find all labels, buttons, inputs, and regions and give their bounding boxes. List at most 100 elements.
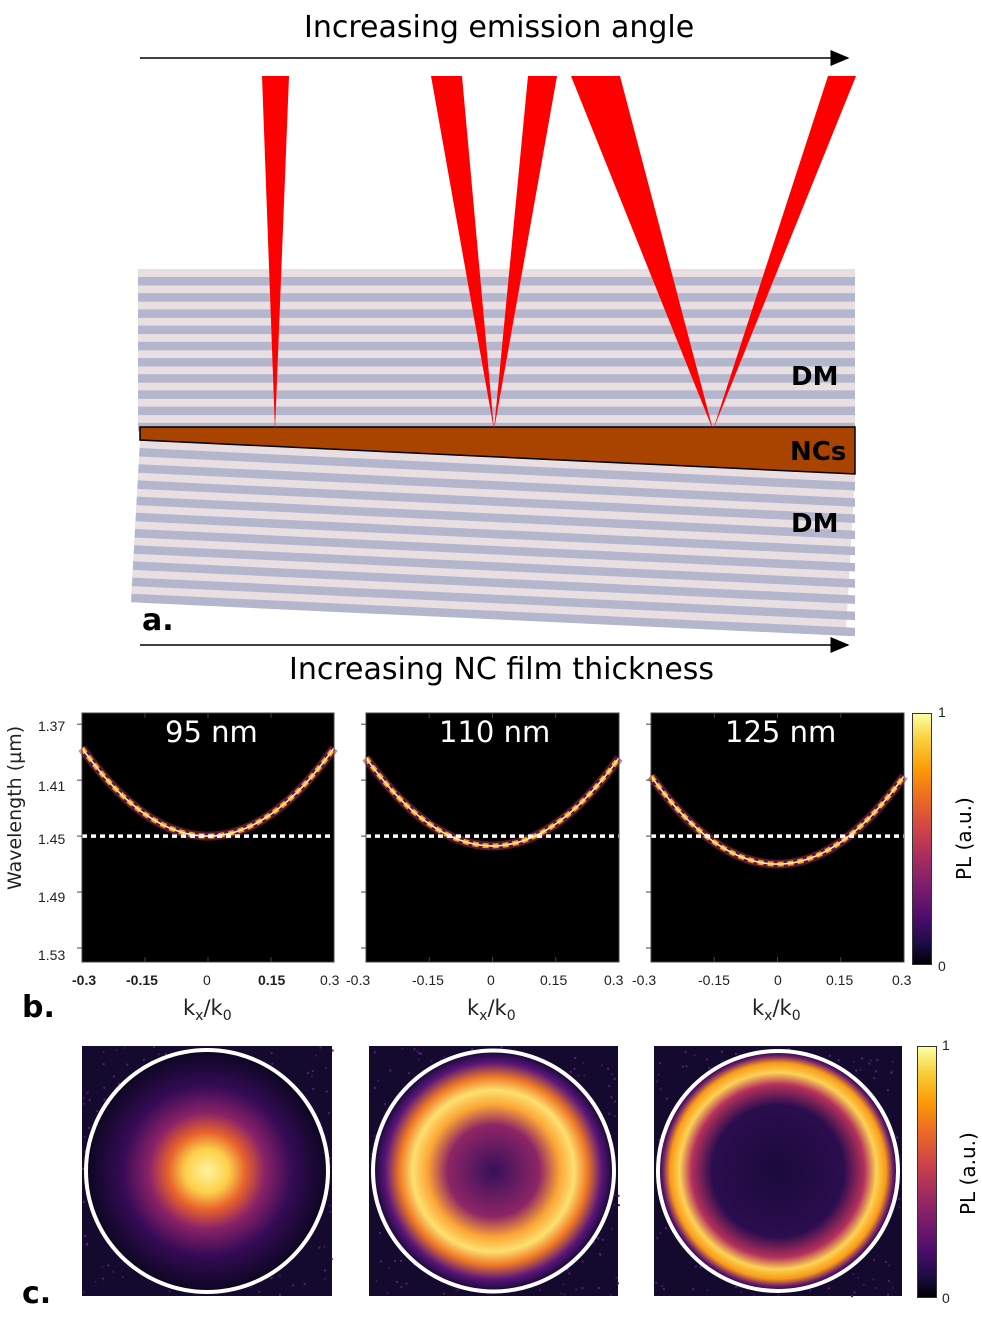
noise-speckle bbox=[375, 1280, 378, 1283]
noise-speckle bbox=[809, 1289, 812, 1292]
ytick: 1.41 bbox=[38, 778, 66, 794]
xtick: 0 bbox=[774, 972, 782, 988]
mirror-stripe bbox=[138, 341, 855, 351]
noise-speckle bbox=[827, 1287, 830, 1290]
noise-speckle bbox=[657, 1073, 660, 1076]
mirror-stripe bbox=[134, 529, 855, 572]
noise-speckle bbox=[692, 1288, 695, 1291]
noise-speckle bbox=[324, 1277, 327, 1280]
noise-speckle bbox=[312, 1087, 315, 1090]
noise-speckle bbox=[83, 1150, 86, 1153]
noise-speckle bbox=[539, 1288, 542, 1291]
noise-speckle bbox=[413, 1263, 416, 1266]
noise-speckle bbox=[613, 1100, 616, 1103]
noise-speckle bbox=[84, 1235, 87, 1238]
noise-speckle bbox=[378, 1232, 381, 1235]
noise-speckle bbox=[599, 1253, 602, 1256]
noise-speckle bbox=[373, 1135, 376, 1138]
noise-speckle bbox=[408, 1072, 411, 1075]
noise-speckle bbox=[103, 1086, 106, 1089]
noise-speckle bbox=[739, 1291, 742, 1294]
real-space-image-2 bbox=[369, 1046, 620, 1296]
noise-speckle bbox=[442, 1292, 445, 1295]
noise-speckle bbox=[152, 1046, 155, 1049]
mirror-stripe bbox=[138, 374, 855, 383]
noise-speckle bbox=[400, 1286, 403, 1289]
noise-speckle bbox=[456, 1288, 459, 1291]
dispersion-panels bbox=[77, 712, 908, 963]
noise-speckle bbox=[83, 1135, 86, 1138]
xtick: -0.3 bbox=[346, 972, 371, 988]
mirror-stripe bbox=[138, 325, 855, 335]
real-space-image-3 bbox=[654, 1046, 902, 1298]
ncs-label: NCs bbox=[790, 437, 847, 467]
noise-speckle bbox=[115, 1049, 118, 1052]
xtick: -0.15 bbox=[698, 972, 730, 988]
beam-1-normal bbox=[262, 76, 289, 430]
noise-speckle bbox=[873, 1077, 876, 1080]
emission-pattern bbox=[373, 1050, 614, 1292]
emission-pattern bbox=[86, 1050, 328, 1292]
noise-speckle bbox=[720, 1050, 723, 1053]
xtick: 0.3 bbox=[604, 972, 624, 988]
noise-speckle bbox=[708, 1067, 711, 1070]
noise-speckle bbox=[329, 1165, 332, 1168]
noise-speckle bbox=[655, 1080, 658, 1083]
ytick: 1.37 bbox=[38, 718, 66, 734]
noise-speckle bbox=[386, 1292, 389, 1295]
noise-speckle bbox=[401, 1047, 404, 1050]
noise-speckle bbox=[88, 1126, 91, 1129]
ytick: 1.53 bbox=[38, 947, 66, 963]
xtick: -0.3 bbox=[632, 972, 657, 988]
mirror-stripe bbox=[139, 448, 855, 491]
noise-speckle bbox=[610, 1227, 613, 1230]
noise-speckle bbox=[86, 1091, 89, 1094]
noise-speckle bbox=[617, 1204, 620, 1207]
noise-speckle bbox=[891, 1286, 894, 1289]
xtick: 0 bbox=[203, 972, 211, 988]
noise-speckle bbox=[112, 1075, 115, 1078]
noise-speckle bbox=[884, 1261, 887, 1264]
ytick: 1.45 bbox=[38, 831, 66, 847]
mirror-stripe bbox=[131, 577, 856, 621]
noise-speckle bbox=[582, 1061, 585, 1064]
noise-speckle bbox=[898, 1197, 901, 1200]
noise-speckle bbox=[399, 1259, 402, 1262]
noise-speckle bbox=[310, 1075, 313, 1078]
noise-speckle bbox=[278, 1293, 281, 1296]
noise-speckle bbox=[706, 1289, 709, 1292]
noise-speckle bbox=[325, 1066, 328, 1069]
noise-speckle bbox=[82, 1102, 85, 1105]
mode-core bbox=[650, 775, 905, 865]
noise-speckle bbox=[314, 1054, 317, 1057]
noise-speckle bbox=[419, 1052, 422, 1055]
xtick: 0.3 bbox=[320, 972, 340, 988]
noise-speckle bbox=[661, 1284, 664, 1287]
noise-speckle bbox=[659, 1088, 662, 1091]
noise-speckle bbox=[862, 1283, 865, 1286]
colorbar-c bbox=[917, 1046, 937, 1298]
xtick: -0.15 bbox=[126, 972, 158, 988]
noise-speckle bbox=[853, 1291, 856, 1294]
real-space-image-1 bbox=[82, 1046, 334, 1296]
noise-speckle bbox=[82, 1200, 85, 1203]
kx-axis-label-1: kx/k0 bbox=[183, 996, 232, 1025]
xtick: -0.3 bbox=[72, 972, 97, 988]
xtick: 0.15 bbox=[826, 972, 854, 988]
noise-speckle bbox=[609, 1293, 612, 1296]
noise-speckle bbox=[117, 1082, 120, 1085]
noise-speckle bbox=[610, 1073, 613, 1076]
cavity-diagram bbox=[131, 50, 856, 653]
noise-speckle bbox=[94, 1280, 97, 1283]
noise-speckle bbox=[592, 1241, 595, 1244]
noise-speckle bbox=[777, 1293, 780, 1296]
noise-speckle bbox=[443, 1055, 446, 1058]
noise-speckle bbox=[329, 1210, 332, 1213]
noise-speckle bbox=[574, 1056, 577, 1059]
noise-speckle bbox=[566, 1268, 569, 1271]
bottom-mirror bbox=[131, 440, 856, 637]
colorbar-c-label: PL (a.u.) bbox=[956, 1132, 980, 1215]
noise-speckle bbox=[891, 1060, 894, 1063]
noise-speckle bbox=[874, 1287, 877, 1290]
noise-speckle bbox=[658, 1139, 661, 1142]
